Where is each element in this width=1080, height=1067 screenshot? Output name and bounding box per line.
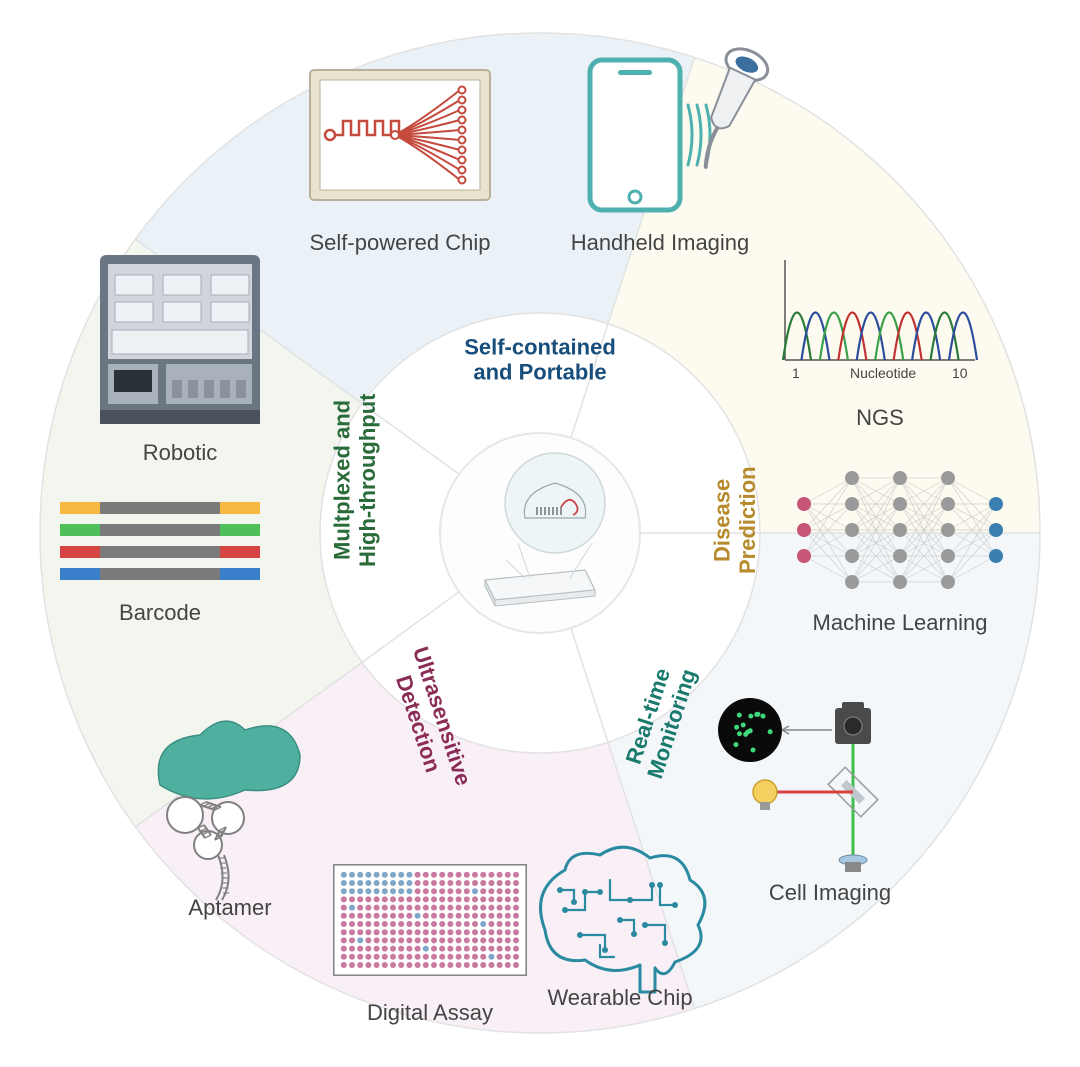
item-label-machine_learning: Machine Learning — [800, 610, 1000, 635]
ngs-axis-text: 1 — [792, 365, 800, 381]
item-label-aptamer: Aptamer — [130, 895, 330, 920]
ngs-axis-text: 10 — [952, 365, 968, 381]
item-label-ngs: NGS — [780, 405, 980, 430]
item-label-digital_assay: Digital Assay — [330, 1000, 530, 1025]
microfluidic-chip-icon — [310, 70, 490, 200]
lab-robot-icon — [100, 255, 260, 424]
section-label-multiplexed: Multplexed and High-throughput — [330, 370, 381, 590]
item-label-barcode: Barcode — [60, 600, 260, 625]
item-label-wearable_chip: Wearable Chip — [520, 985, 720, 1010]
well-plate-icon — [334, 865, 526, 975]
item-label-handheld_imaging: Handheld Imaging — [560, 230, 760, 255]
item-label-robotic: Robotic — [80, 440, 280, 465]
hub-magnifier — [505, 453, 605, 553]
ngs-axis-text: Nucleotide — [850, 365, 916, 381]
item-label-self_powered_chip: Self-powered Chip — [300, 230, 500, 255]
section-label-prediction: Disease Prediction — [710, 410, 761, 630]
item-label-cell_imaging: Cell Imaging — [730, 880, 930, 905]
section-label-portable: Self-contained and Portable — [440, 335, 640, 386]
